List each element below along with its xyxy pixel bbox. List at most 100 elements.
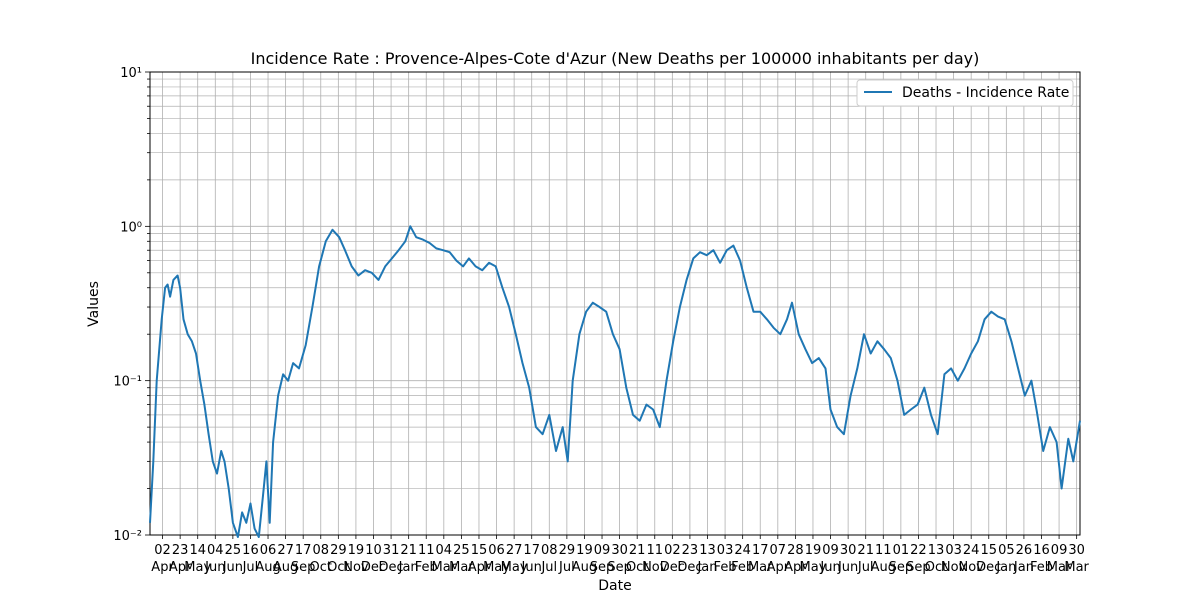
x-tick-month-label: Sep — [291, 560, 316, 575]
y-tick-label: 10⁻² — [113, 529, 142, 544]
x-tick-month-label: Dec — [677, 560, 702, 575]
series-layer — [149, 225, 1081, 538]
x-tick-month-label: Jul — [540, 560, 557, 575]
x-tick-day-label: 27 — [506, 543, 523, 558]
x-tick-month-label: Aug — [273, 560, 298, 575]
x-tick-month-label: Jun — [837, 560, 858, 575]
x-tick-month-label: Oct — [327, 560, 349, 575]
x-tick-month-label: Dec — [361, 560, 386, 575]
series-line-deaths — [149, 225, 1081, 538]
x-tick-month-label: May — [800, 560, 827, 575]
x-tick-month-label: Mar — [449, 560, 474, 575]
x-tick-month-label: Apr — [169, 560, 192, 575]
x-tick-day-label: 29 — [559, 543, 576, 558]
x-tick-month-label: Jun — [222, 560, 243, 575]
legend-box — [856, 79, 1074, 107]
x-tick-month-label: Apr — [468, 560, 491, 575]
x-tick-month-label: Feb — [1030, 560, 1053, 575]
x-tick-month-label: Nov — [958, 560, 984, 575]
x-tick-month-label: Nov — [642, 560, 668, 575]
axes: 10⁻² 10⁻¹ 10⁰ 10¹ 02 Apr 23 Apr 14 May 04 Jun 25 Jun 1… — [113, 66, 1089, 575]
x-tick-day-label: 15 — [471, 543, 488, 558]
x-tick-day-label: 02 — [664, 543, 681, 558]
chart-title: Incidence Rate : Provence-Alpes-Cote d'A… — [251, 49, 980, 68]
x-tick-day-label: 19 — [348, 543, 365, 558]
x-tick-month-label: Sep — [607, 560, 632, 575]
x-tick-month-label: Jul — [242, 560, 259, 575]
x-tick-day-label: 09 — [594, 543, 611, 558]
x-tick-day-label: 09 — [1051, 543, 1068, 558]
x-tick-month-label: Dec — [976, 560, 1001, 575]
y-tick-label: 10⁻¹ — [113, 375, 142, 390]
x-tick-month-label: May — [483, 560, 510, 575]
x-tick-day-label: 31 — [383, 543, 400, 558]
x-tick-day-label: 23 — [682, 543, 699, 558]
x-tick-day-label: 05 — [998, 543, 1015, 558]
x-tick-month-label: Feb — [714, 560, 737, 575]
x-tick-day-label: 24 — [734, 543, 751, 558]
x-tick-day-label: 03 — [945, 543, 962, 558]
x-tick-day-label: 06 — [488, 543, 505, 558]
x-tick-day-label: 28 — [787, 543, 804, 558]
x-tick-month-label: May — [184, 560, 211, 575]
x-tick-day-label: 27 — [277, 543, 294, 558]
x-tick-day-label: 11 — [646, 543, 663, 558]
x-tick-month-label: Nov — [343, 560, 369, 575]
x-tick-day-label: 23 — [172, 543, 189, 558]
x-tick-day-label: 04 — [207, 543, 224, 558]
x-tick-month-label: Sep — [590, 560, 615, 575]
x-tick-month-label: Jun — [819, 560, 840, 575]
x-tick-day-label: 17 — [752, 543, 769, 558]
x-tick-month-label: Jan — [1013, 560, 1034, 575]
x-tick-month-label: Jan — [398, 560, 419, 575]
x-tick-day-label: 13 — [928, 543, 945, 558]
x-tick-day-label: 07 — [770, 543, 787, 558]
x-tick-month-label: Jan — [995, 560, 1016, 575]
plot-frame — [149, 71, 1081, 536]
x-tick-day-label: 29 — [330, 543, 347, 558]
x-tick-month-label: Aug — [255, 560, 280, 575]
x-tick-month-label: Mar — [748, 560, 773, 575]
x-axis-label: Date — [598, 578, 631, 594]
y-tick-label: 10¹ — [120, 66, 142, 81]
x-tick-month-label: Feb — [731, 560, 754, 575]
x-tick-month-label: Feb — [415, 560, 438, 575]
x-tick-day-label: 01 — [893, 543, 910, 558]
x-tick-day-label: 13 — [699, 543, 716, 558]
x-tick-month-label: Aug — [572, 560, 597, 575]
x-tick-day-label: 30 — [611, 543, 628, 558]
x-tick-day-label: 25 — [453, 543, 470, 558]
y-axis-label: Values — [86, 281, 102, 327]
x-tick-day-label: 19 — [805, 543, 822, 558]
x-tick-day-label: 30 — [1068, 543, 1085, 558]
x-tick-day-label: 14 — [189, 543, 206, 558]
x-tick-day-label: 16 — [1033, 543, 1050, 558]
x-tick-month-label: Jun — [521, 560, 542, 575]
x-tick-day-label: 15 — [980, 543, 997, 558]
x-tick-day-label: 08 — [312, 543, 329, 558]
x-tick-month-label: Oct — [925, 560, 947, 575]
x-tick-month-label: Jul — [558, 560, 575, 575]
x-tick-month-label: Jul — [857, 560, 874, 575]
x-tick-month-label: Apr — [767, 560, 790, 575]
x-tick-day-label: 22 — [910, 543, 927, 558]
y-tick-label: 10⁰ — [120, 220, 142, 235]
legend-label: Deaths - Incidence Rate — [902, 85, 1069, 101]
x-tick-month-label: Apr — [151, 560, 174, 575]
x-tick-day-label: 10 — [365, 543, 382, 558]
x-tick-month-label: Mar — [432, 560, 457, 575]
x-tick-day-label: 30 — [840, 543, 857, 558]
grid — [150, 72, 1080, 536]
x-tick-day-label: 21 — [857, 543, 874, 558]
x-tick-month-label: Apr — [784, 560, 807, 575]
x-tick-month-label: Sep — [906, 560, 931, 575]
x-tick-day-label: 03 — [717, 543, 734, 558]
x-tick-day-label: 17 — [523, 543, 540, 558]
x-tick-month-label: Jun — [204, 560, 225, 575]
x-tick-day-label: 17 — [295, 543, 312, 558]
x-tick-day-label: 16 — [242, 543, 259, 558]
x-tick-month-label: Nov — [941, 560, 967, 575]
x-tick-day-label: 02 — [154, 543, 171, 558]
